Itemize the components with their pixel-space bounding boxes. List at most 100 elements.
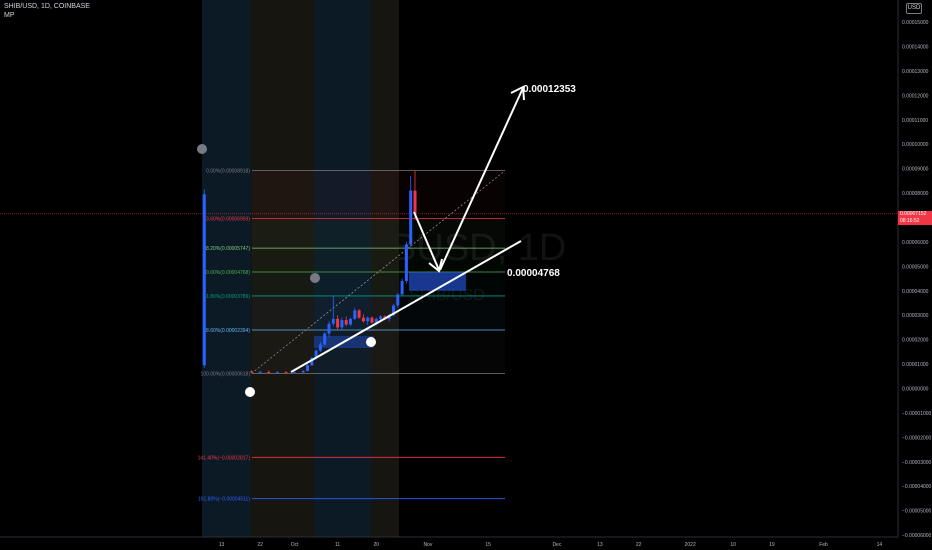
candle-body <box>310 357 314 366</box>
candle-body <box>336 318 340 328</box>
candle-body <box>392 305 395 316</box>
candle-body <box>370 317 374 323</box>
candle-body <box>400 281 404 295</box>
time-tick-label: 22 <box>636 542 642 548</box>
marker-dot[interactable] <box>197 144 207 154</box>
fib-level-label: 50.00%(0.00004768) <box>203 270 250 276</box>
session-band <box>314 0 371 537</box>
pullback-arrowhead <box>428 258 443 273</box>
currency-badge[interactable]: USD <box>906 3 922 14</box>
target-price-label: 0.00012353 <box>523 84 576 95</box>
candle-body <box>344 320 348 325</box>
candle-body <box>340 320 344 328</box>
candle-body <box>396 294 400 306</box>
candle-body <box>366 317 370 322</box>
price-tick-label: 0.00000000 <box>902 387 929 393</box>
candle-body <box>353 310 357 319</box>
last-price-tag: 0.00007152 08:16:52 <box>898 211 932 225</box>
marker-dot[interactable] <box>310 273 320 283</box>
candle-body <box>250 371 254 373</box>
fib-level-label: 161.80%(−0.00004511) <box>198 497 250 503</box>
time-tick-label: 11 <box>335 542 340 548</box>
candle-body <box>374 318 378 323</box>
candle-body <box>409 190 413 245</box>
candle-body <box>202 194 206 366</box>
price-tick-label: 0.00015000 <box>902 20 929 26</box>
time-tick-label: 19 <box>769 542 775 548</box>
price-tick-label: 0.00016000 <box>902 0 929 2</box>
candle-body <box>284 372 288 374</box>
price-tick-label: 0.00001000 <box>902 362 929 368</box>
bar-countdown: 08:16:52 <box>900 218 920 224</box>
watermark-pair: SHIB/USD <box>409 287 485 304</box>
price-axis-bg <box>898 0 932 550</box>
candle-body <box>331 318 335 324</box>
target-arrow[interactable] <box>439 87 524 271</box>
candle-body <box>318 344 322 351</box>
target-arrowhead <box>510 85 525 101</box>
session-band <box>202 0 251 537</box>
time-tick-label: 20 <box>374 542 380 548</box>
fib-zone <box>252 248 505 273</box>
price-tick-label: 0.00010000 <box>902 142 929 148</box>
price-tick-label: 0.00012000 <box>902 93 929 99</box>
price-tick-label: 0.00013000 <box>902 69 929 75</box>
fib-level-label: 0.00%(0.00008918) <box>206 169 250 175</box>
candle-body <box>323 333 327 345</box>
candle-body <box>258 371 262 373</box>
time-tick-label: 22 <box>257 542 263 548</box>
fib-zone <box>252 272 505 296</box>
price-tick-label: −0.00004000 <box>902 484 932 490</box>
support-trendline[interactable] <box>290 240 522 373</box>
fib-zone <box>252 218 505 249</box>
price-tick-label: 0.00002000 <box>902 338 929 344</box>
time-axis[interactable]: 13 22 Oct 11 20 Nov 15 Dec 13 22 2022 10 19 Feb 14 <box>0 536 898 548</box>
time-tick-label: 14 <box>877 542 883 548</box>
session-band <box>251 0 314 537</box>
time-tick-label: Nov <box>423 542 432 548</box>
time-tick-label: 13 <box>597 542 603 548</box>
price-tick-label: 0.00009000 <box>902 167 929 173</box>
pullback-arrow[interactable] <box>413 211 440 271</box>
marker-dot[interactable] <box>245 387 255 397</box>
candle-body <box>357 310 361 318</box>
time-tick-label: Feb <box>819 542 828 548</box>
time-tick-label: Dec <box>552 542 561 548</box>
time-tick-label: 13 <box>219 542 225 548</box>
time-tick-label: 15 <box>485 542 491 548</box>
candle-body <box>267 371 271 373</box>
price-tick-label: −0.00003000 <box>902 460 932 466</box>
candle-body <box>349 318 352 325</box>
price-tick-label: 0.00011000 <box>902 118 928 124</box>
fib-zone <box>252 295 505 331</box>
candle-body <box>327 323 331 334</box>
price-axis[interactable]: 0.00016000 0.00015000 0.00014000 0.00013000… <box>897 0 932 550</box>
price-tick-label: 0.00005000 <box>902 264 929 270</box>
drawings[interactable]: 0.00012353 0.00004768 <box>197 84 576 397</box>
candles <box>202 170 417 374</box>
candle-body <box>413 190 417 214</box>
last-price-value: 0.00007152 <box>900 211 927 217</box>
price-tick-label: −0.00002000 <box>902 435 932 441</box>
marker-dot[interactable] <box>366 337 376 347</box>
candle-body <box>293 372 297 374</box>
indicator-label: MP <box>4 12 15 19</box>
price-tick-label: 0.00003000 <box>902 313 929 319</box>
price-tick-label: 0.00006000 <box>902 240 929 246</box>
entry-zone-box[interactable] <box>409 272 466 291</box>
candle-body <box>314 350 318 358</box>
fib-level-label: 78.60%(0.00002394) <box>203 328 250 334</box>
price-tick-label: 0.00014000 <box>902 44 929 50</box>
fib-level-label: 100.00%(0.00000618) <box>201 371 251 377</box>
session-band <box>371 0 399 537</box>
fib-retracement[interactable]: 0.00%(0.00008918) 23.60%(0.00006959) 38.20… <box>198 169 506 503</box>
fib-zone <box>252 330 505 374</box>
price-tick-label: 0.00004000 <box>902 289 929 295</box>
price-tick-label: −0.00005000 <box>902 509 932 515</box>
candle-body <box>275 372 279 374</box>
symbol-title: SHIB/USD, 1D, COINBASE <box>4 3 90 10</box>
candle-body <box>306 365 309 371</box>
candle-body <box>404 244 408 282</box>
